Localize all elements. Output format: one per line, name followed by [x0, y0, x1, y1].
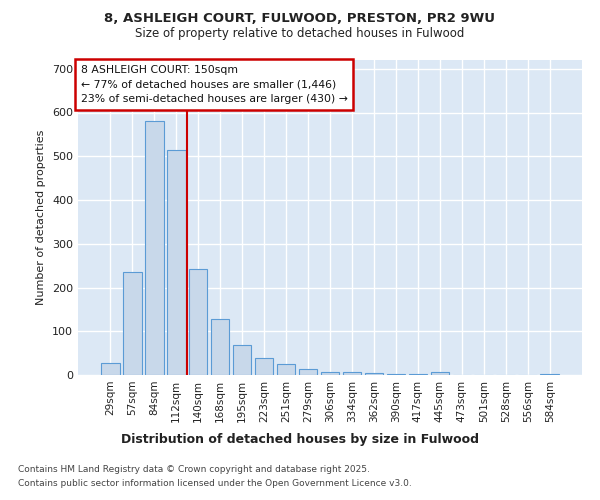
Text: Distribution of detached houses by size in Fulwood: Distribution of detached houses by size …	[121, 432, 479, 446]
Bar	[299, 370, 317, 375]
Bar	[365, 373, 383, 375]
Bar	[255, 358, 274, 375]
Bar	[541, 374, 559, 375]
Bar	[320, 372, 340, 375]
Bar	[409, 374, 427, 375]
Bar	[123, 272, 142, 375]
Text: 8 ASHLEIGH COURT: 150sqm
← 77% of detached houses are smaller (1,446)
23% of sem: 8 ASHLEIGH COURT: 150sqm ← 77% of detach…	[80, 64, 347, 104]
Bar	[211, 319, 229, 375]
Y-axis label: Number of detached properties: Number of detached properties	[37, 130, 46, 305]
Text: Contains public sector information licensed under the Open Government Licence v3: Contains public sector information licen…	[18, 479, 412, 488]
Text: 8, ASHLEIGH COURT, FULWOOD, PRESTON, PR2 9WU: 8, ASHLEIGH COURT, FULWOOD, PRESTON, PR2…	[104, 12, 496, 26]
Bar	[167, 150, 185, 375]
Text: Contains HM Land Registry data © Crown copyright and database right 2025.: Contains HM Land Registry data © Crown c…	[18, 466, 370, 474]
Bar	[145, 121, 164, 375]
Bar	[343, 372, 361, 375]
Bar	[386, 374, 405, 375]
Bar	[277, 364, 295, 375]
Bar	[101, 363, 119, 375]
Bar	[431, 372, 449, 375]
Bar	[233, 345, 251, 375]
Text: Size of property relative to detached houses in Fulwood: Size of property relative to detached ho…	[136, 28, 464, 40]
Bar	[189, 268, 208, 375]
